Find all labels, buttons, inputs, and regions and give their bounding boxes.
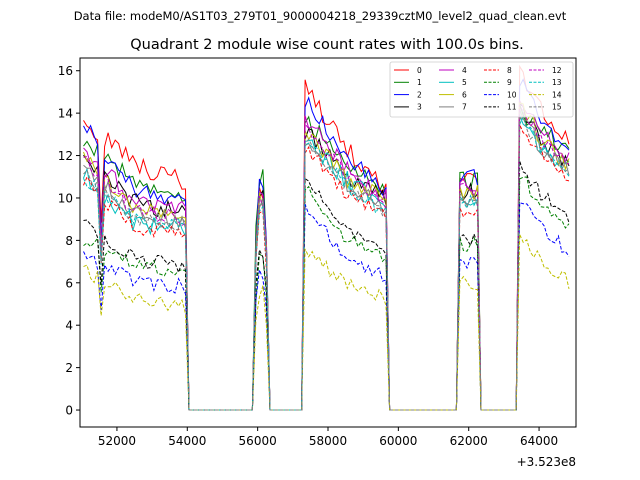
series-line-10 [83, 202, 570, 411]
x-tick-label: 60000 [379, 434, 417, 448]
x-tick-label: 62000 [450, 434, 488, 448]
x-offset-label: +3.523e8 [517, 455, 576, 469]
y-tick-label: 4 [65, 319, 73, 333]
series-line-12 [83, 104, 570, 411]
y-tick-label: 16 [58, 64, 73, 78]
plot-lines [83, 64, 570, 411]
legend-label-4: 4 [462, 66, 467, 75]
series-line-6 [83, 102, 570, 411]
x-tick-label: 54000 [168, 434, 206, 448]
legend-label-14: 14 [552, 90, 562, 99]
y-tick-label: 10 [58, 191, 73, 205]
legend-label-3: 3 [417, 103, 422, 112]
series-line-4 [83, 98, 570, 411]
y-tick-label: 14 [58, 107, 73, 121]
y-tick-label: 0 [65, 404, 73, 418]
legend-label-13: 13 [552, 78, 562, 87]
legend-label-5: 5 [462, 78, 467, 87]
y-tick-label: 6 [65, 276, 73, 290]
x-tick-label: 58000 [309, 434, 347, 448]
x-tick-label: 56000 [239, 434, 277, 448]
legend-label-11: 11 [507, 103, 517, 112]
data-file-label: Data file: modeM0/AS1T03_279T01_90000042… [74, 9, 567, 23]
y-tick-label: 8 [65, 234, 73, 248]
legend-box [389, 61, 574, 118]
legend-label-2: 2 [417, 90, 422, 99]
legend-label-7: 7 [462, 103, 467, 112]
legend-label-6: 6 [462, 90, 467, 99]
legend-label-1: 1 [417, 78, 422, 87]
x-tick-label: 64000 [520, 434, 558, 448]
legend-label-15: 15 [552, 103, 562, 112]
series-line-13 [83, 115, 570, 411]
legend-label-9: 9 [507, 78, 512, 87]
legend-label-12: 12 [552, 66, 562, 75]
series-line-9 [83, 176, 570, 411]
chart-title: Quadrant 2 module wise count rates with … [130, 37, 524, 53]
y-axis: 0 2 4 6 8 10 12 14 16 [58, 64, 80, 418]
x-axis: 52000 54000 56000 58000 60000 62000 64000 [98, 427, 558, 448]
x-tick-label: 52000 [98, 434, 136, 448]
legend-label-0: 0 [417, 66, 422, 75]
series-line-2 [83, 78, 570, 411]
series-line-8 [83, 124, 570, 411]
y-tick-label: 2 [65, 361, 73, 375]
y-tick-label: 12 [58, 149, 73, 163]
series-line-15 [83, 116, 570, 411]
legend-label-10: 10 [507, 90, 517, 99]
series-line-11 [83, 160, 570, 411]
legend-label-8: 8 [507, 66, 512, 75]
series-line-0 [83, 64, 570, 411]
series-line-14 [83, 234, 570, 411]
